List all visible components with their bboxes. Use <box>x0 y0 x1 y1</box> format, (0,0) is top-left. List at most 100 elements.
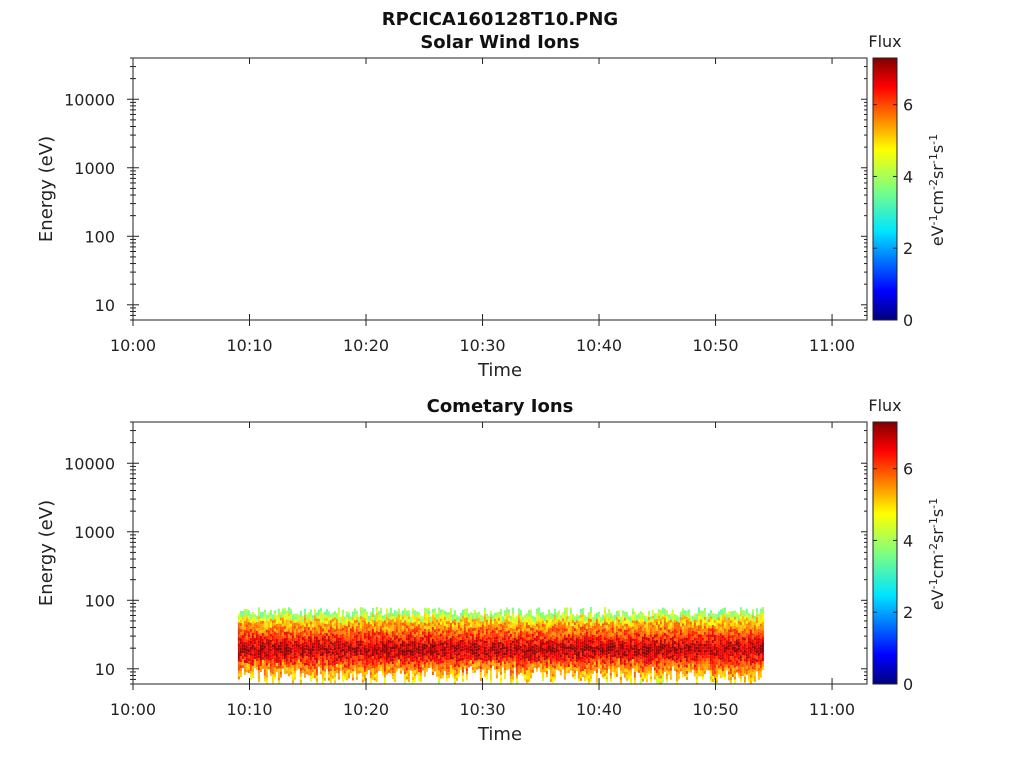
heatmap-cell <box>425 614 428 618</box>
heatmap-cell <box>529 618 532 622</box>
heatmap-cell <box>425 629 428 633</box>
heatmap-cell <box>643 645 646 649</box>
heatmap-cell <box>541 678 544 681</box>
heatmap-cell <box>575 620 578 624</box>
heatmap-cell <box>243 635 246 639</box>
heatmap-cell <box>429 616 432 620</box>
heatmap-cell <box>343 667 346 671</box>
heatmap-cell <box>247 634 250 638</box>
heatmap-cell <box>627 637 630 641</box>
heatmap-cell <box>669 658 672 662</box>
heatmap-cell <box>327 626 330 630</box>
heatmap-cell <box>323 638 326 642</box>
heatmap-cell <box>573 616 576 620</box>
heatmap-cell <box>463 611 466 615</box>
heatmap-cell <box>681 659 684 663</box>
heatmap-cell <box>313 636 316 640</box>
heatmap-cell <box>495 660 498 664</box>
heatmap-cell <box>521 673 524 677</box>
heatmap-cell <box>671 639 674 643</box>
heatmap-cell <box>413 655 416 659</box>
heatmap-cell <box>321 634 324 638</box>
heatmap-cell <box>435 646 438 650</box>
heatmap-cell <box>619 667 622 671</box>
heatmap-cell <box>421 667 424 671</box>
heatmap-cell <box>403 608 406 612</box>
heatmap-cell <box>501 664 504 668</box>
heatmap-cell <box>653 673 656 677</box>
heatmap-cell <box>271 659 274 663</box>
x-ticks: 10:00 10:10 10:20 10:30 10:40 10:50 11:00 <box>110 58 855 355</box>
heatmap-cell <box>481 642 484 646</box>
heatmap-cell <box>595 667 598 670</box>
heatmap-cell <box>409 634 412 638</box>
heatmap-cell <box>291 629 294 633</box>
heatmap-cell <box>593 628 596 632</box>
heatmap-cell <box>505 631 508 635</box>
heatmap-cell <box>367 661 370 664</box>
heatmap-cell <box>497 620 500 624</box>
heatmap-cell <box>655 673 658 676</box>
heatmap-cell <box>457 655 460 659</box>
heatmap-cell <box>273 628 276 632</box>
heatmap-cell <box>487 627 490 631</box>
heatmap-cell <box>247 625 250 629</box>
heatmap-cell <box>657 642 660 646</box>
heatmap-cell <box>455 626 458 630</box>
heatmap-cell <box>413 640 416 644</box>
heatmap-cell <box>663 617 666 621</box>
heatmap-cell <box>671 663 674 667</box>
heatmap-cell <box>253 647 256 651</box>
heatmap-cell <box>523 644 526 648</box>
heatmap-cell <box>501 652 504 656</box>
heatmap-cell <box>523 662 526 666</box>
heatmap-cell <box>497 641 500 645</box>
heatmap-cell <box>389 631 392 635</box>
heatmap-cell <box>645 670 648 674</box>
heatmap-cell <box>453 610 456 614</box>
heatmap-cell <box>593 637 596 641</box>
heatmap-cell <box>661 616 664 620</box>
heatmap-cell <box>595 649 598 652</box>
heatmap-cell <box>311 639 314 643</box>
heatmap-cell <box>495 669 498 673</box>
heatmap-cell <box>475 621 478 625</box>
heatmap-cell <box>269 618 272 622</box>
heatmap-cell <box>453 661 456 665</box>
heatmap-cell <box>527 637 530 641</box>
heatmap-cell <box>651 639 654 643</box>
heatmap-cell <box>503 649 506 653</box>
heatmap-cell <box>349 646 352 650</box>
heatmap-cell <box>615 658 618 662</box>
heatmap-cell <box>581 665 584 669</box>
heatmap-cell <box>579 641 582 645</box>
heatmap-cell <box>557 631 560 635</box>
heatmap-cell <box>399 664 402 668</box>
heatmap-cell <box>605 676 608 680</box>
heatmap-cell <box>319 620 322 624</box>
heatmap-cell <box>357 631 360 635</box>
heatmap-cell <box>461 633 464 637</box>
heatmap-cell <box>603 652 606 656</box>
heatmap-cell <box>513 658 516 662</box>
heatmap-cell <box>525 664 528 668</box>
heatmap-cell <box>549 625 552 628</box>
heatmap-cell <box>623 626 626 630</box>
heatmap-cell <box>581 671 584 675</box>
heatmap-cell <box>587 651 590 655</box>
heatmap-cell <box>369 636 372 640</box>
heatmap-cell <box>339 646 342 650</box>
heatmap-cell <box>403 638 406 642</box>
heatmap-cell <box>365 611 368 615</box>
heatmap-cell <box>371 641 374 644</box>
heatmap-cell <box>573 649 576 653</box>
heatmap-cell <box>459 654 462 658</box>
heatmap-cell <box>339 667 342 671</box>
heatmap-cell <box>593 664 596 668</box>
heatmap-cell <box>603 646 606 650</box>
heatmap-cell <box>459 666 462 670</box>
heatmap-cell <box>617 664 620 668</box>
heatmap-cell <box>583 660 586 664</box>
heatmap-cell <box>399 628 402 632</box>
